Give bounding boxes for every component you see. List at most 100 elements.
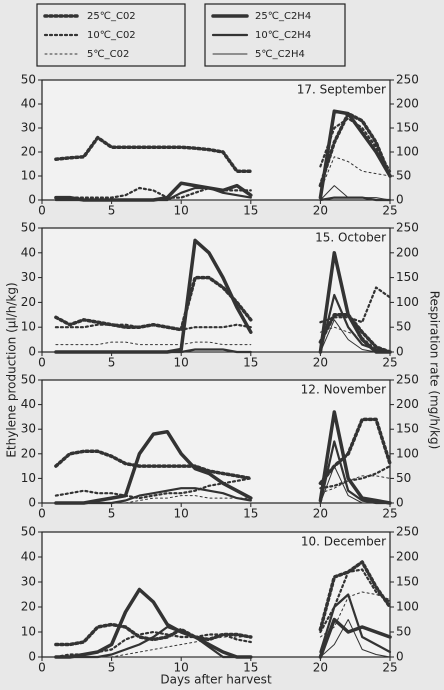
y-tick-label: 30 [21, 270, 36, 284]
x-tick-label: 0 [38, 204, 46, 218]
x-tick-label: 5 [108, 507, 116, 521]
y2-tick-label: 200 [396, 97, 419, 111]
y2-tick-label: 0 [396, 496, 404, 510]
y2-tick-label: 100 [396, 446, 419, 460]
y-tick-label: 40 [21, 245, 36, 259]
x-tick-label: 15 [243, 507, 258, 521]
x-tick-label: 25 [382, 507, 397, 521]
x-tick-label: 10 [174, 661, 189, 675]
y2-tick-label: 150 [396, 270, 419, 284]
y-tick-label: 10 [21, 625, 36, 639]
y2-tick-label: 50 [396, 471, 411, 485]
legend-label: 5℃_C02 [87, 49, 129, 60]
x-tick-label: 10 [174, 356, 189, 370]
series-line [54, 465, 392, 500]
legend-label: 25℃_C02 [87, 11, 136, 22]
x-tick-label: 15 [243, 356, 258, 370]
legend-label: 25℃_C2H4 [255, 11, 311, 22]
y-tick-label: 10 [21, 471, 36, 485]
x-tick-label: 25 [382, 356, 397, 370]
y-tick-label: 50 [21, 373, 36, 387]
y-tick-label: 20 [21, 145, 36, 159]
panel-title: 17. September [297, 83, 386, 97]
series-line [55, 465, 391, 504]
x-tick-label: 10 [174, 507, 189, 521]
x-tick-label: 20 [313, 507, 328, 521]
y-axis-label: Ethylene production (μl/h/kg) [5, 282, 19, 457]
x-tick-label: 0 [38, 356, 46, 370]
legend-label: 10℃_C02 [87, 30, 136, 41]
series-line [54, 560, 392, 647]
y2-tick-label: 0 [396, 650, 404, 664]
y2-tick-label: 0 [396, 345, 404, 359]
x-tick-label: 25 [382, 661, 397, 675]
y-tick-label: 50 [21, 221, 36, 235]
legend-box [204, 3, 346, 67]
x-tick-label: 20 [313, 356, 328, 370]
y-tick-label: 10 [21, 169, 36, 183]
series-line [55, 475, 391, 504]
x-tick-label: 0 [38, 507, 46, 521]
x-tick-label: 5 [108, 204, 116, 218]
series-line [54, 286, 392, 331]
y-tick-label: 0 [28, 650, 36, 664]
y-tick-label: 0 [28, 496, 36, 510]
y-tick-label: 50 [21, 525, 36, 539]
y-tick-label: 30 [21, 121, 36, 135]
panel-title: 10. December [301, 535, 386, 549]
series-line [55, 591, 391, 658]
legend-box [36, 3, 186, 67]
x-tick-label: 20 [313, 661, 328, 675]
y2-tick-label: 250 [396, 73, 419, 87]
y-tick-label: 10 [21, 320, 36, 334]
x-tick-label: 5 [108, 356, 116, 370]
y2-tick-label: 150 [396, 422, 419, 436]
y2-tick-label: 200 [396, 550, 419, 564]
series-line [54, 275, 392, 354]
y2-tick-label: 200 [396, 245, 419, 259]
x-tick-label: 0 [38, 661, 46, 675]
y2-tick-label: 0 [396, 193, 404, 207]
y2-tick-label: 50 [396, 169, 411, 183]
y2-tick-label: 100 [396, 295, 419, 309]
x-tick-label: 5 [108, 661, 116, 675]
y-tick-label: 20 [21, 295, 36, 309]
plot-area [41, 227, 391, 353]
y2-tick-label: 50 [396, 320, 411, 334]
y2-tick-label: 250 [396, 221, 419, 235]
x-tick-label: 20 [313, 204, 328, 218]
y-tick-label: 40 [21, 397, 36, 411]
y-tick-label: 40 [21, 550, 36, 564]
series-line [54, 417, 392, 486]
y2-tick-label: 150 [396, 575, 419, 589]
y2-tick-label: 150 [396, 121, 419, 135]
y-tick-label: 0 [28, 345, 36, 359]
legend-label: 5℃_C2H4 [255, 49, 305, 60]
y-tick-label: 30 [21, 575, 36, 589]
series-line [55, 619, 391, 658]
y2-tick-label: 100 [396, 145, 419, 159]
panel-title: 15. October [315, 231, 386, 245]
y-tick-label: 0 [28, 193, 36, 207]
y-tick-label: 50 [21, 73, 36, 87]
x-axis-label: Days after harvest [160, 673, 272, 687]
series-line [55, 185, 391, 201]
series-line [55, 319, 391, 353]
x-tick-label: 15 [243, 204, 258, 218]
series-line [54, 111, 392, 188]
y-tick-label: 30 [21, 422, 36, 436]
y2-tick-label: 250 [396, 525, 419, 539]
y-tick-label: 40 [21, 97, 36, 111]
y-tick-label: 20 [21, 446, 36, 460]
x-tick-label: 15 [243, 661, 258, 675]
series-line [54, 587, 392, 659]
y2-tick-label: 200 [396, 397, 419, 411]
panel-title: 12. November [301, 383, 386, 397]
y-tick-label: 20 [21, 600, 36, 614]
y2-tick-label: 50 [396, 625, 411, 639]
y2-axis-label: Respiration rate (mg/h/kg) [428, 291, 442, 450]
y2-tick-label: 250 [396, 373, 419, 387]
y2-tick-label: 100 [396, 600, 419, 614]
